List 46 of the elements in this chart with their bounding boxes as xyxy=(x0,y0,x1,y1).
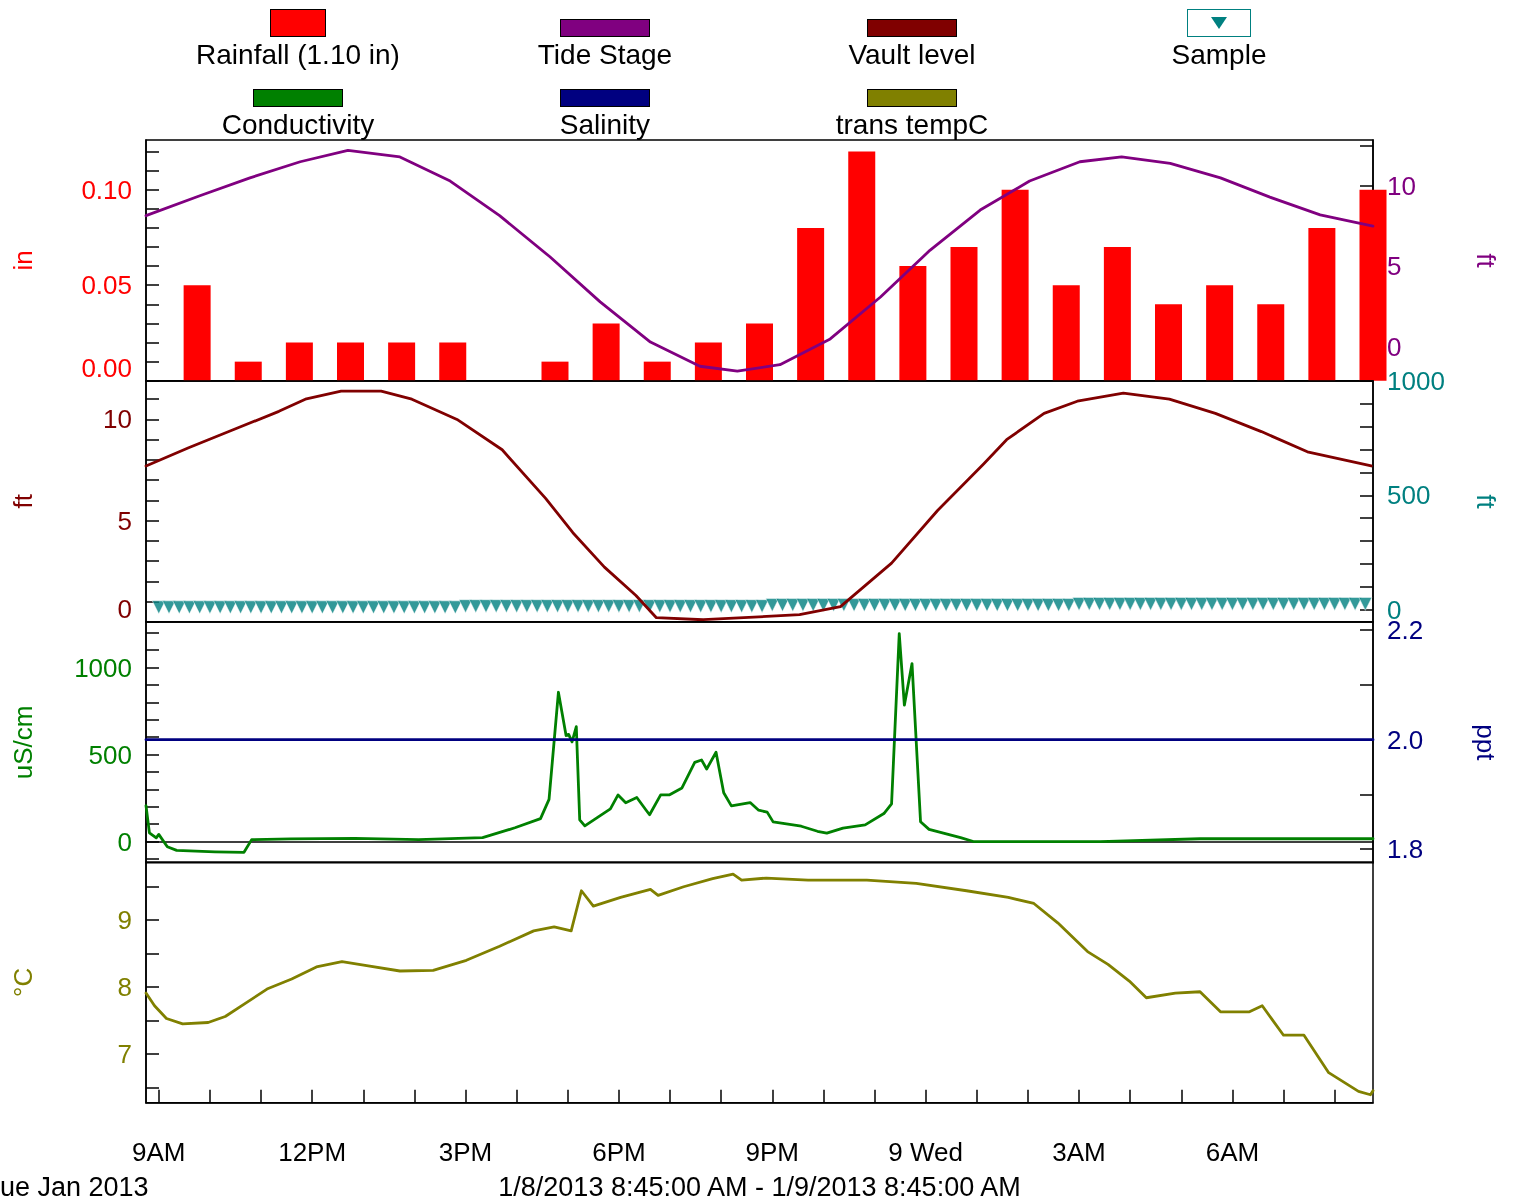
y-axis-title: uS/cm xyxy=(8,705,38,779)
x-tick-label: 9PM xyxy=(745,1137,800,1167)
y-tick-label: 7 xyxy=(117,1039,132,1070)
x-tick-label: 6PM xyxy=(592,1137,646,1167)
y-axis-title: in xyxy=(8,250,38,271)
y2-axis-title: ppt xyxy=(1471,723,1501,761)
x-tick-label: 3AM xyxy=(1052,1137,1106,1167)
legend-label: Conductivity xyxy=(221,108,375,142)
y2-tick-label: 10 xyxy=(1387,170,1416,201)
y2-axis-title: ft xyxy=(1471,493,1501,510)
y2-tick-label: 2.0 xyxy=(1387,724,1424,755)
line-series xyxy=(144,631,1375,854)
legend-label: Salinity xyxy=(559,108,651,142)
legend-label: Sample xyxy=(1171,38,1267,72)
text: ue Jan 2013 xyxy=(0,1172,149,1202)
x-tick-label: 9AM xyxy=(132,1137,186,1167)
legend-label: trans tempC xyxy=(835,108,989,142)
y-tick-label: 0.10 xyxy=(81,174,132,205)
y-tick-label: 0 xyxy=(117,826,132,857)
legend-label: Rainfall (1.10 in) xyxy=(196,38,400,72)
y2-tick-label: 5 xyxy=(1387,251,1402,282)
y-axis-title: °C xyxy=(8,968,38,998)
y2-axis-title: ft xyxy=(1471,253,1501,269)
y-tick-label: 9 xyxy=(117,905,132,936)
y2-tick-label: 1000 xyxy=(1387,365,1445,396)
x-tick-label: 12PM xyxy=(278,1137,347,1167)
y-axis-title: ft xyxy=(8,493,38,509)
y-tick-label: 0.05 xyxy=(81,270,132,301)
x-tick-label: 3PM xyxy=(438,1137,493,1167)
y-tick-label: 500 xyxy=(88,739,132,770)
y-tick-label: 0 xyxy=(117,593,132,624)
line-series xyxy=(144,149,1375,373)
x-tick-label: 6AM xyxy=(1205,1137,1260,1167)
legend-label: Vault level xyxy=(848,38,976,72)
y2-tick-label: 500 xyxy=(1387,480,1431,511)
x-tick-label: 9 Wed xyxy=(888,1137,963,1167)
y-tick-label: 5 xyxy=(117,505,132,536)
y-tick-label: 10 xyxy=(103,404,132,435)
y-tick-label: 8 xyxy=(117,972,132,1003)
y-tick-label: 0.00 xyxy=(81,352,132,383)
y2-tick-label: 1.8 xyxy=(1387,833,1424,864)
y2-tick-label: 0 xyxy=(1387,331,1402,362)
text: 1/8/2013 8:45:00 AM - 1/9/2013 8:45:00 AM xyxy=(498,1172,1021,1202)
line-series xyxy=(144,872,1375,1097)
legend-label: Tide Stage xyxy=(537,38,673,72)
y-tick-label: 1000 xyxy=(74,652,132,683)
